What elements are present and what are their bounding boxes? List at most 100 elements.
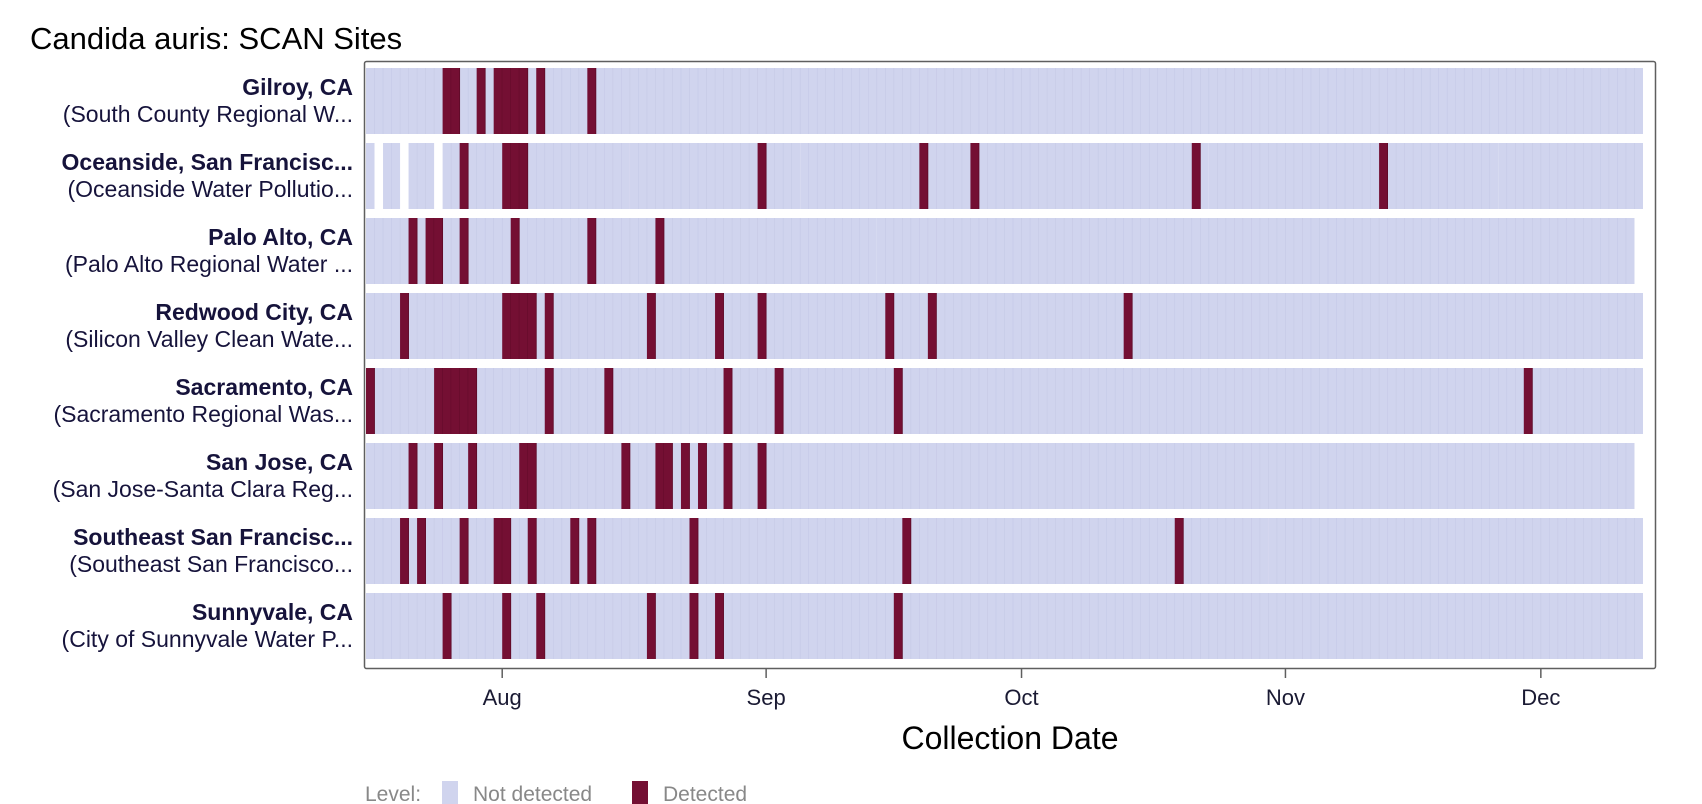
detected-cell (400, 518, 409, 584)
site-row (366, 68, 1643, 134)
legend-swatch-detected (632, 781, 648, 804)
detected-cell (459, 218, 469, 284)
detected-cell (919, 143, 928, 209)
detected-cell (893, 368, 903, 434)
detected-cell (519, 68, 528, 134)
detected-cell (587, 518, 596, 584)
detected-cell (1174, 518, 1184, 584)
site-row (366, 293, 1643, 359)
detected-cell (689, 593, 699, 659)
site-name: San Jose, CA (206, 449, 353, 475)
detected-cell (442, 68, 452, 134)
detected-cell (902, 518, 911, 584)
site-subtitle: (City of Sunnyvale Water P... (62, 626, 353, 652)
detected-cell (970, 143, 979, 209)
site-row (366, 518, 1643, 584)
detected-cell (408, 218, 418, 284)
detected-cell (510, 218, 520, 284)
site-subtitle: (Southeast San Francisco... (69, 551, 353, 577)
site-name: Palo Alto, CA (208, 224, 353, 250)
detected-cell (536, 593, 545, 659)
detected-cell (544, 293, 554, 359)
detected-cell (502, 293, 511, 359)
legend-swatch-not-detected (442, 781, 458, 804)
not-detected-cell (468, 143, 630, 209)
legend-label-detected: Detected (663, 783, 747, 804)
detected-cell (434, 443, 443, 509)
detected-cell (442, 593, 452, 659)
detected-cell (757, 443, 767, 509)
site-subtitle: (Palo Alto Regional Water ... (65, 251, 353, 277)
site-row (366, 443, 1635, 509)
detected-cell (417, 518, 426, 584)
site-name: Oceanside, San Francisc... (62, 149, 353, 175)
detected-cell (715, 593, 724, 659)
detected-cell (774, 368, 784, 434)
detected-cell (510, 68, 520, 134)
detected-cell (527, 443, 537, 509)
detected-cell (536, 68, 545, 134)
site-labels: Gilroy, CA(South County Regional W... Oce… (53, 74, 353, 652)
detected-cell (570, 518, 579, 584)
detected-cell (527, 293, 537, 359)
detected-cell (400, 293, 409, 359)
detected-cell (451, 368, 460, 434)
x-tick-label: Aug (483, 685, 522, 710)
not-detected-cell (408, 143, 435, 209)
site-subtitle: (San Jose-Santa Clara Reg... (53, 476, 353, 502)
site-subtitle: (Silicon Valley Clean Wate... (65, 326, 353, 352)
detected-cell (476, 68, 486, 134)
detected-cell (459, 143, 469, 209)
detected-cell (1523, 368, 1533, 434)
chart-title: Candida auris: SCAN Sites (30, 21, 402, 56)
detected-cell (434, 218, 443, 284)
detected-cell (408, 443, 418, 509)
legend: Level: Not detected Detected (365, 781, 747, 804)
site-row (366, 218, 1635, 284)
detected-cell (655, 443, 664, 509)
site-name: Sacramento, CA (175, 374, 353, 400)
detected-cell (502, 518, 511, 584)
detected-cell (885, 293, 894, 359)
site-subtitle: (Sacramento Regional Was... (53, 401, 353, 427)
not-detected-cell (366, 143, 375, 209)
x-tick-label: Oct (1004, 685, 1038, 710)
site-rows (366, 68, 1643, 659)
detected-cell (587, 68, 596, 134)
site-subtitle: (Oceanside Water Pollutio... (68, 176, 354, 202)
detected-cell (587, 218, 596, 284)
detected-cell (502, 68, 511, 134)
detected-cell (459, 368, 469, 434)
detected-cell (680, 443, 690, 509)
detected-cell (723, 368, 733, 434)
detected-cell (442, 368, 452, 434)
not-detected-cell (1498, 143, 1643, 209)
detected-cell (459, 518, 469, 584)
detected-cell (425, 218, 435, 284)
x-tick-label: Nov (1266, 685, 1305, 710)
detected-cell (366, 368, 375, 434)
detected-cell (1123, 293, 1133, 359)
detected-cell (698, 443, 707, 509)
site-name: Redwood City, CA (155, 299, 353, 325)
detected-cell (502, 143, 511, 209)
detected-cell (519, 143, 528, 209)
detected-cell (493, 518, 503, 584)
detected-cell (646, 293, 656, 359)
site-name: Southeast San Francisc... (73, 524, 353, 550)
detected-cell (757, 143, 767, 209)
detected-cell (519, 443, 528, 509)
x-tick-label: Dec (1521, 685, 1560, 710)
x-axis: Aug Sep Oct Nov Dec (483, 669, 1560, 710)
site-name: Gilroy, CA (242, 74, 353, 100)
detected-cell (757, 293, 767, 359)
legend-title: Level: (365, 783, 421, 804)
site-subtitle: (South County Regional W... (63, 101, 353, 127)
detected-cell (655, 218, 664, 284)
detected-cell (621, 443, 630, 509)
detected-cell (544, 368, 554, 434)
detected-cell (893, 593, 903, 659)
detected-cell (468, 443, 477, 509)
legend-label-not-detected: Not detected (473, 783, 592, 804)
